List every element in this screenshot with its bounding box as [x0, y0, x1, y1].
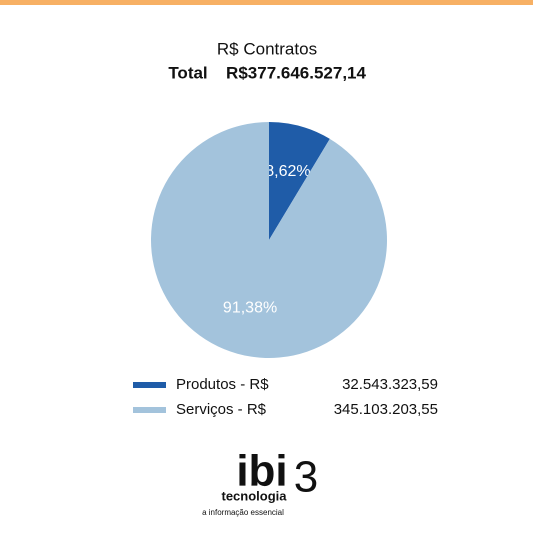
logo-subtitle: tecnologia: [221, 488, 287, 503]
legend-label: Serviços - R$: [176, 401, 267, 418]
legend-amount: 32.543.323,59: [342, 376, 438, 393]
legend-amount: 345.103.203,55: [334, 401, 438, 418]
pie-slice: [151, 122, 387, 359]
logo-name: ibi: [236, 447, 287, 496]
logo-tagline: a informação essencial: [202, 508, 284, 517]
total-label: Total: [168, 63, 207, 82]
legend-label: Produtos - R$: [176, 376, 269, 393]
top-bar: [0, 0, 533, 5]
legend-swatch: [133, 382, 166, 388]
pie-slice: [269, 122, 330, 240]
legend-swatch: [133, 407, 166, 413]
chart-title: R$ Contratos: [217, 39, 317, 58]
total-value: R$377.646.527,14: [226, 63, 366, 82]
logo-mark: 3: [294, 453, 318, 502]
slice-label: 8,62%: [265, 163, 310, 180]
slice-label: 91,38%: [223, 299, 277, 316]
